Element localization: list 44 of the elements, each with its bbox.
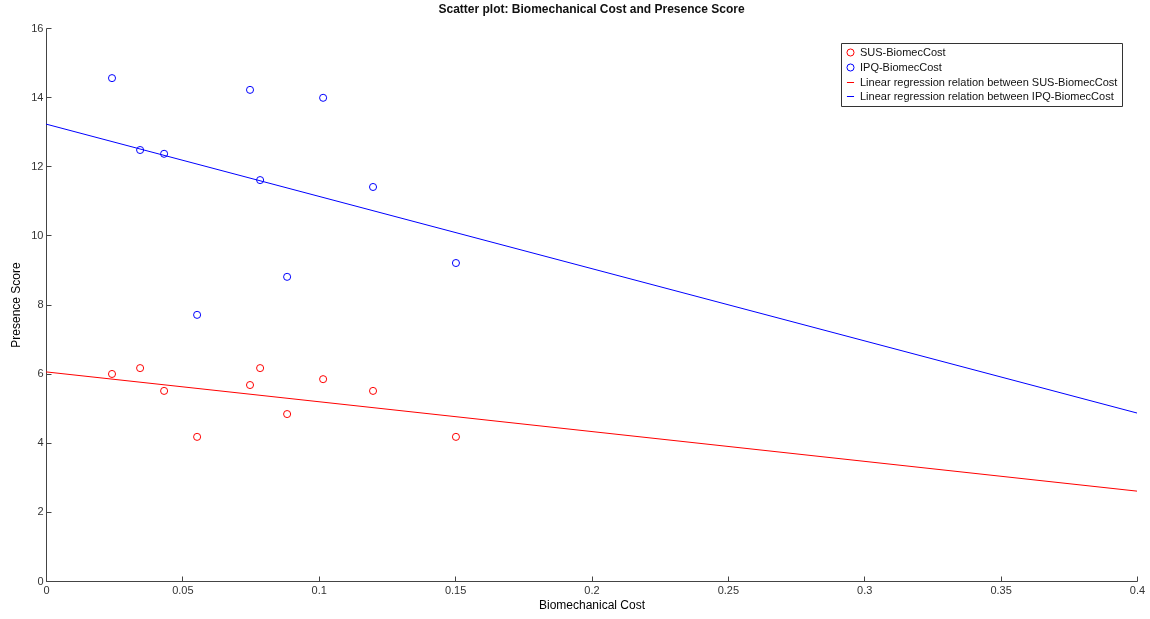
point [451,432,460,441]
x-axis-title: Biomechanical Cost [538,597,646,612]
point [107,74,117,83]
point [283,272,292,281]
x-tick-label: 0.2 [584,583,600,596]
legend-label: IPQ-BiomecCost [860,60,942,73]
chart-title: Scatter plot: Biomechanical Cost and Presence Score [438,2,745,16]
point [319,93,328,102]
x-tick-label: 0.35 [990,583,1012,596]
point [283,410,292,419]
legend-label: Linear regression relation between IPQ-BiomecCost [860,89,1114,102]
point [107,369,117,378]
point [193,310,202,319]
x-tick-label: 0.05 [172,583,194,596]
x-tick-label: 0.15 [444,583,467,596]
point [160,386,169,395]
x-tick-label: 0.25 [717,583,740,596]
legend-label: SUS-BiomecCost [860,45,946,58]
y-tick-label: 8 [37,298,44,310]
y-tick-label: 4 [37,436,44,449]
y-tick-label: 16 [31,21,44,34]
point [368,182,378,192]
x-tick-label: 0.4 [1129,583,1146,596]
x-tick-label: 0.3 [857,583,873,596]
y-tick-label: 10 [31,228,44,241]
y-tick-label: 14 [31,90,44,103]
y-tick-label: 0 [37,574,44,587]
point [193,432,202,441]
point [245,381,255,390]
point [256,176,265,185]
y-tick-label: 12 [31,159,44,172]
point [136,364,145,373]
point [160,149,169,158]
y-tick-label: 2 [37,505,44,518]
point [368,386,378,395]
y-axis-title: Presence Score [9,261,24,348]
point [256,364,265,373]
point [451,259,460,268]
point [136,145,145,155]
legend-label: Linear regression relation between SUS-BiomecCost [860,75,1118,88]
y-tick-label: 6 [37,367,44,380]
point [245,85,255,94]
x-tick-label: 0.1 [311,583,327,596]
point [319,375,328,384]
